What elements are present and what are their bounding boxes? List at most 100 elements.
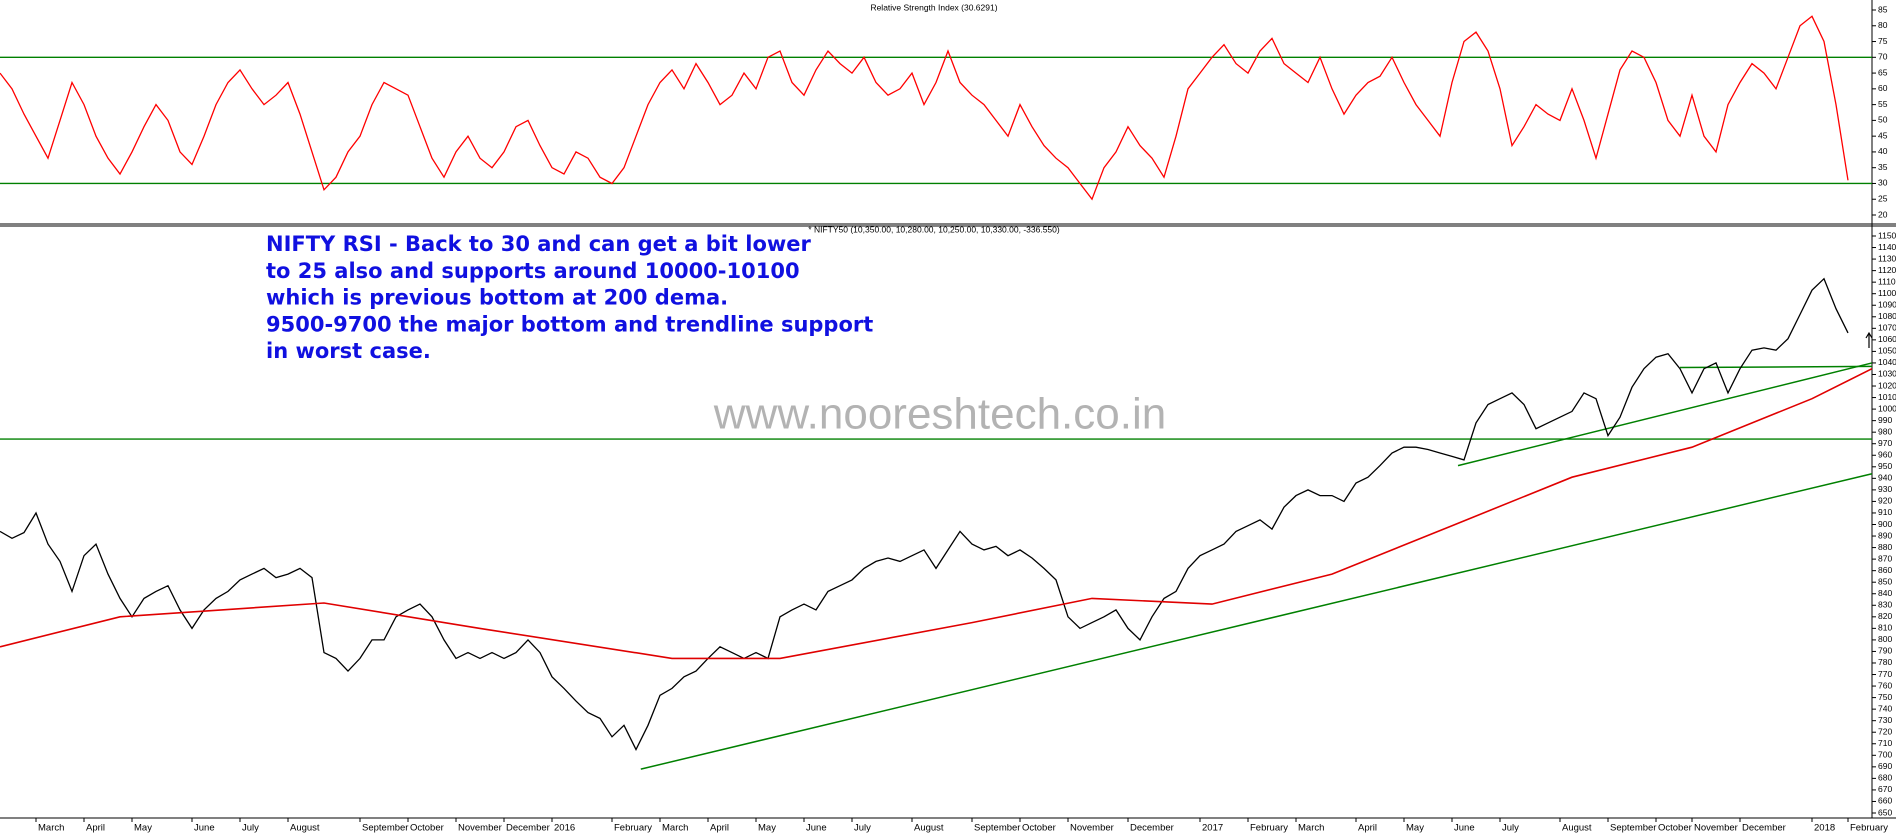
y-tick-label: 80 xyxy=(1878,20,1888,30)
y-tick-label: 50 xyxy=(1878,115,1888,125)
watermark: www.nooreshtech.co.in xyxy=(713,390,1166,439)
annotation: NIFTY RSI - Back to 30 and can get a bit… xyxy=(266,232,873,363)
y-tick-label: 1110 xyxy=(1878,276,1896,286)
y-tick-label: 1140 xyxy=(1878,242,1896,252)
y-tick-label: 1070 xyxy=(1878,323,1896,333)
x-tick-label: July xyxy=(1502,823,1519,834)
y-tick-label: 1010 xyxy=(1878,392,1896,402)
y-tick-label: 60 xyxy=(1878,83,1888,93)
x-tick-label: November xyxy=(458,823,502,834)
x-tick-label: October xyxy=(1022,823,1056,834)
y-tick-label: 1120 xyxy=(1878,265,1896,275)
x-tick-label: March xyxy=(662,823,688,834)
y-tick-label: 880 xyxy=(1878,542,1892,552)
x-tick-label: July xyxy=(242,823,259,834)
y-tick-label: 1000 xyxy=(1878,403,1896,413)
x-tick-label: October xyxy=(410,823,444,834)
y-tick-label: 980 xyxy=(1878,426,1892,436)
trendline xyxy=(640,472,1873,770)
y-tick-label: 800 xyxy=(1878,634,1892,644)
x-tick-label: August xyxy=(290,823,320,834)
x-tick-label: 2016 xyxy=(554,823,575,834)
annotation-line: 9500-9700 the major bottom and trendline… xyxy=(266,312,873,336)
x-tick-label: December xyxy=(1130,823,1174,834)
y-tick-label: 810 xyxy=(1878,623,1892,633)
annotation-line: NIFTY RSI - Back to 30 and can get a bit… xyxy=(266,232,812,256)
x-tick-label: October xyxy=(1658,823,1692,834)
x-tick-label: December xyxy=(1742,823,1786,834)
y-tick-label: 900 xyxy=(1878,519,1892,529)
y-tick-label: 710 xyxy=(1878,738,1892,748)
x-tick-label: August xyxy=(1562,823,1592,834)
y-tick-label: 850 xyxy=(1878,576,1892,586)
y-tick-label: 30 xyxy=(1878,178,1888,188)
price-title: * NIFTY50 (10,350.00, 10,280.00, 10,250.… xyxy=(808,224,1060,234)
y-tick-label: 840 xyxy=(1878,588,1892,598)
y-tick-label: 680 xyxy=(1878,773,1892,783)
y-tick-label: 950 xyxy=(1878,461,1892,471)
y-tick-label: 770 xyxy=(1878,669,1892,679)
y-tick-label: 870 xyxy=(1878,553,1892,563)
x-tick-label: February xyxy=(1850,823,1888,834)
x-tick-label: February xyxy=(1250,823,1288,834)
x-tick-label: May xyxy=(134,823,152,834)
x-tick-label: December xyxy=(506,823,550,834)
x-tick-label: November xyxy=(1694,823,1738,834)
annotation-line: to 25 also and supports around 10000-101… xyxy=(266,259,800,283)
x-tick-label: March xyxy=(38,823,64,834)
y-tick-label: 1050 xyxy=(1878,346,1896,356)
y-tick-label: 20 xyxy=(1878,209,1888,219)
y-tick-label: 650 xyxy=(1878,807,1892,817)
y-tick-label: 1130 xyxy=(1878,253,1896,263)
y-tick-label: 35 xyxy=(1878,162,1888,172)
y-tick-label: 830 xyxy=(1878,600,1892,610)
x-tick-label: 2018 xyxy=(1814,823,1835,834)
y-tick-label: 85 xyxy=(1878,4,1888,14)
x-tick-label: March xyxy=(1298,823,1324,834)
data-line xyxy=(0,277,1849,751)
y-tick-label: 65 xyxy=(1878,67,1888,77)
y-tick-label: 910 xyxy=(1878,507,1892,517)
y-tick-label: 930 xyxy=(1878,484,1892,494)
y-tick-label: 1090 xyxy=(1878,299,1896,309)
y-tick-label: 820 xyxy=(1878,611,1892,621)
y-tick-label: 890 xyxy=(1878,530,1892,540)
y-tick-label: 670 xyxy=(1878,784,1892,794)
trendline xyxy=(1457,362,1873,467)
y-tick-label: 700 xyxy=(1878,750,1892,760)
y-tick-label: 970 xyxy=(1878,438,1892,448)
y-tick-label: 75 xyxy=(1878,36,1888,46)
x-tick-label: May xyxy=(1406,823,1424,834)
y-tick-label: 1030 xyxy=(1878,369,1896,379)
y-tick-label: 1020 xyxy=(1878,380,1896,390)
x-tick-label: February xyxy=(614,823,652,834)
x-tick-label: April xyxy=(86,823,105,834)
y-tick-label: 1060 xyxy=(1878,334,1896,344)
x-tick-label: June xyxy=(1454,823,1475,834)
x-tick-label: July xyxy=(854,823,871,834)
y-tick-label: 1150 xyxy=(1878,230,1896,240)
x-tick-label: November xyxy=(1070,823,1114,834)
x-tick-label: April xyxy=(710,823,729,834)
annotation-line: in worst case. xyxy=(266,339,431,363)
x-tick-label: September xyxy=(362,823,408,834)
y-tick-label: 1100 xyxy=(1878,288,1896,298)
y-tick-label: 1040 xyxy=(1878,357,1896,367)
y-tick-label: 860 xyxy=(1878,565,1892,575)
y-tick-label: 940 xyxy=(1878,473,1892,483)
y-tick-label: 720 xyxy=(1878,726,1892,736)
y-tick-label: 960 xyxy=(1878,450,1892,460)
y-tick-label: 990 xyxy=(1878,415,1892,425)
rsi-title: Relative Strength Index (30.6291) xyxy=(870,2,997,12)
annotation-line: which is previous bottom at 200 dema. xyxy=(266,286,728,310)
y-tick-label: 1080 xyxy=(1878,311,1896,321)
y-tick-label: 690 xyxy=(1878,761,1892,771)
y-tick-label: 750 xyxy=(1878,692,1892,702)
y-tick-label: 730 xyxy=(1878,715,1892,725)
moving-average-line xyxy=(0,367,1873,660)
y-tick-label: 920 xyxy=(1878,496,1892,506)
y-tick-label: 740 xyxy=(1878,703,1892,713)
y-tick-label: 660 xyxy=(1878,796,1892,806)
x-tick-label: June xyxy=(194,823,215,834)
